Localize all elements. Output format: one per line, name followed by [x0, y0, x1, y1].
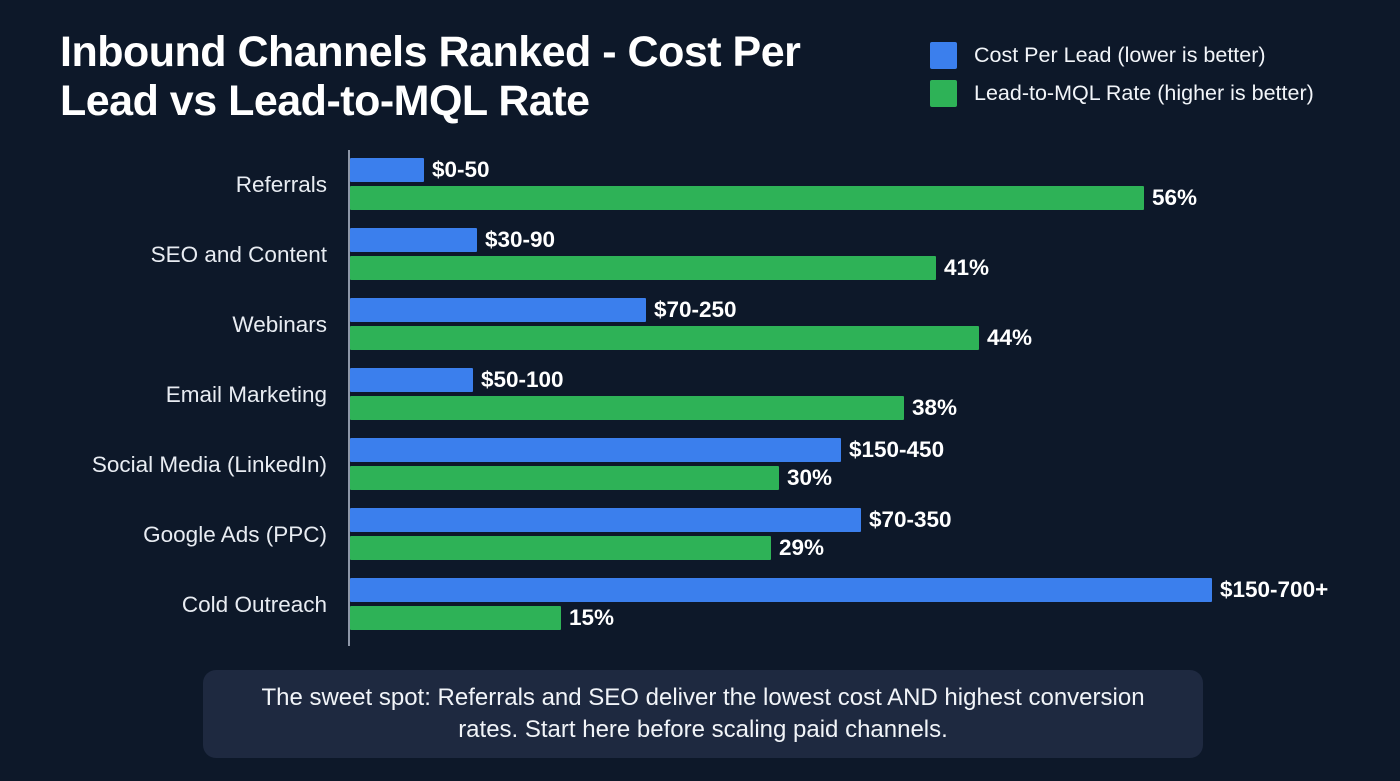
bar-lead-to-mql[interactable]: 38%	[350, 396, 957, 420]
bar-value-cost-per-lead: $70-350	[869, 507, 952, 532]
bar-row: Google Ads (PPC) $70-350 29%	[0, 500, 1400, 570]
bar-cost-per-lead[interactable]: $0-50	[350, 158, 490, 182]
bar-row: SEO and Content $30-90 41%	[0, 220, 1400, 290]
category-label: Cold Outreach	[181, 592, 327, 617]
bar-row: Webinars $70-250 44%	[0, 290, 1400, 360]
chart-header: Inbound Channels Ranked - Cost Per Lead …	[0, 0, 1400, 150]
bar-value-lead-to-mql: 15%	[569, 605, 615, 630]
bar-cost-per-lead[interactable]: $150-700+	[350, 578, 1328, 602]
bar-value-cost-per-lead: $50-100	[481, 367, 564, 392]
bar-value-cost-per-lead: $30-90	[485, 227, 556, 252]
bar-value-lead-to-mql: 56%	[1152, 185, 1198, 210]
bar-value-lead-to-mql: 30%	[787, 465, 833, 490]
bar-value-lead-to-mql: 41%	[944, 255, 990, 280]
insight-callout: The sweet spot: Referrals and SEO delive…	[203, 670, 1203, 758]
bar-lead-to-mql[interactable]: 15%	[350, 606, 614, 630]
insight-callout-text: The sweet spot: Referrals and SEO delive…	[261, 684, 1145, 743]
y-axis-line	[348, 150, 350, 646]
bar-value-cost-per-lead: $150-450	[849, 437, 945, 462]
bar-value-cost-per-lead: $0-50	[432, 157, 490, 182]
category-label: Referrals	[235, 172, 327, 197]
chart-legend: Cost Per Lead (lower is better) Lead-to-…	[930, 42, 1314, 107]
bar-lead-to-mql[interactable]: 29%	[350, 536, 824, 560]
bar-lead-to-mql[interactable]: 30%	[350, 466, 832, 490]
category-label: Google Ads (PPC)	[143, 522, 327, 547]
legend-swatch-lead-to-mql	[930, 80, 957, 107]
bar-cost-per-lead[interactable]: $70-350	[350, 508, 952, 532]
bar-lead-to-mql[interactable]: 56%	[350, 186, 1197, 210]
bar-value-cost-per-lead: $150-700+	[1220, 577, 1329, 602]
bar-row: Email Marketing $50-100 38%	[0, 360, 1400, 430]
bar-cost-per-lead[interactable]: $30-90	[350, 228, 555, 252]
legend-item-cost-per-lead[interactable]: Cost Per Lead (lower is better)	[930, 42, 1314, 69]
bar-value-lead-to-mql: 29%	[779, 535, 825, 560]
legend-swatch-cost-per-lead	[930, 42, 957, 69]
bar-row: Social Media (LinkedIn) $150-450 30%	[0, 430, 1400, 500]
bar-value-cost-per-lead: $70-250	[654, 297, 737, 322]
category-label: Social Media (LinkedIn)	[91, 452, 327, 477]
bar-row: Referrals $0-50 56%	[0, 150, 1400, 220]
plot-area: Referrals $0-50 56% SEO and Content $30-90 41…	[0, 150, 1400, 650]
bar-cost-per-lead[interactable]: $70-250	[350, 298, 737, 322]
legend-item-lead-to-mql[interactable]: Lead-to-MQL Rate (higher is better)	[930, 80, 1314, 107]
bar-cost-per-lead[interactable]: $150-450	[350, 438, 944, 462]
bar-lead-to-mql[interactable]: 44%	[350, 326, 1032, 350]
bar-cost-per-lead[interactable]: $50-100	[350, 368, 564, 392]
bar-row: Cold Outreach $150-700+ 15%	[0, 570, 1400, 640]
category-label: Webinars	[232, 312, 327, 337]
chart-title: Inbound Channels Ranked - Cost Per Lead …	[60, 28, 801, 126]
legend-label-cost-per-lead: Cost Per Lead (lower is better)	[974, 43, 1266, 67]
bar-lead-to-mql[interactable]: 41%	[350, 256, 989, 280]
bar-value-lead-to-mql: 38%	[912, 395, 958, 420]
legend-label-lead-to-mql: Lead-to-MQL Rate (higher is better)	[974, 81, 1314, 105]
category-label: Email Marketing	[165, 382, 327, 407]
category-label: SEO and Content	[150, 242, 327, 267]
bar-rows: Referrals $0-50 56% SEO and Content $30-90 41…	[0, 150, 1400, 640]
bar-value-lead-to-mql: 44%	[987, 325, 1033, 350]
